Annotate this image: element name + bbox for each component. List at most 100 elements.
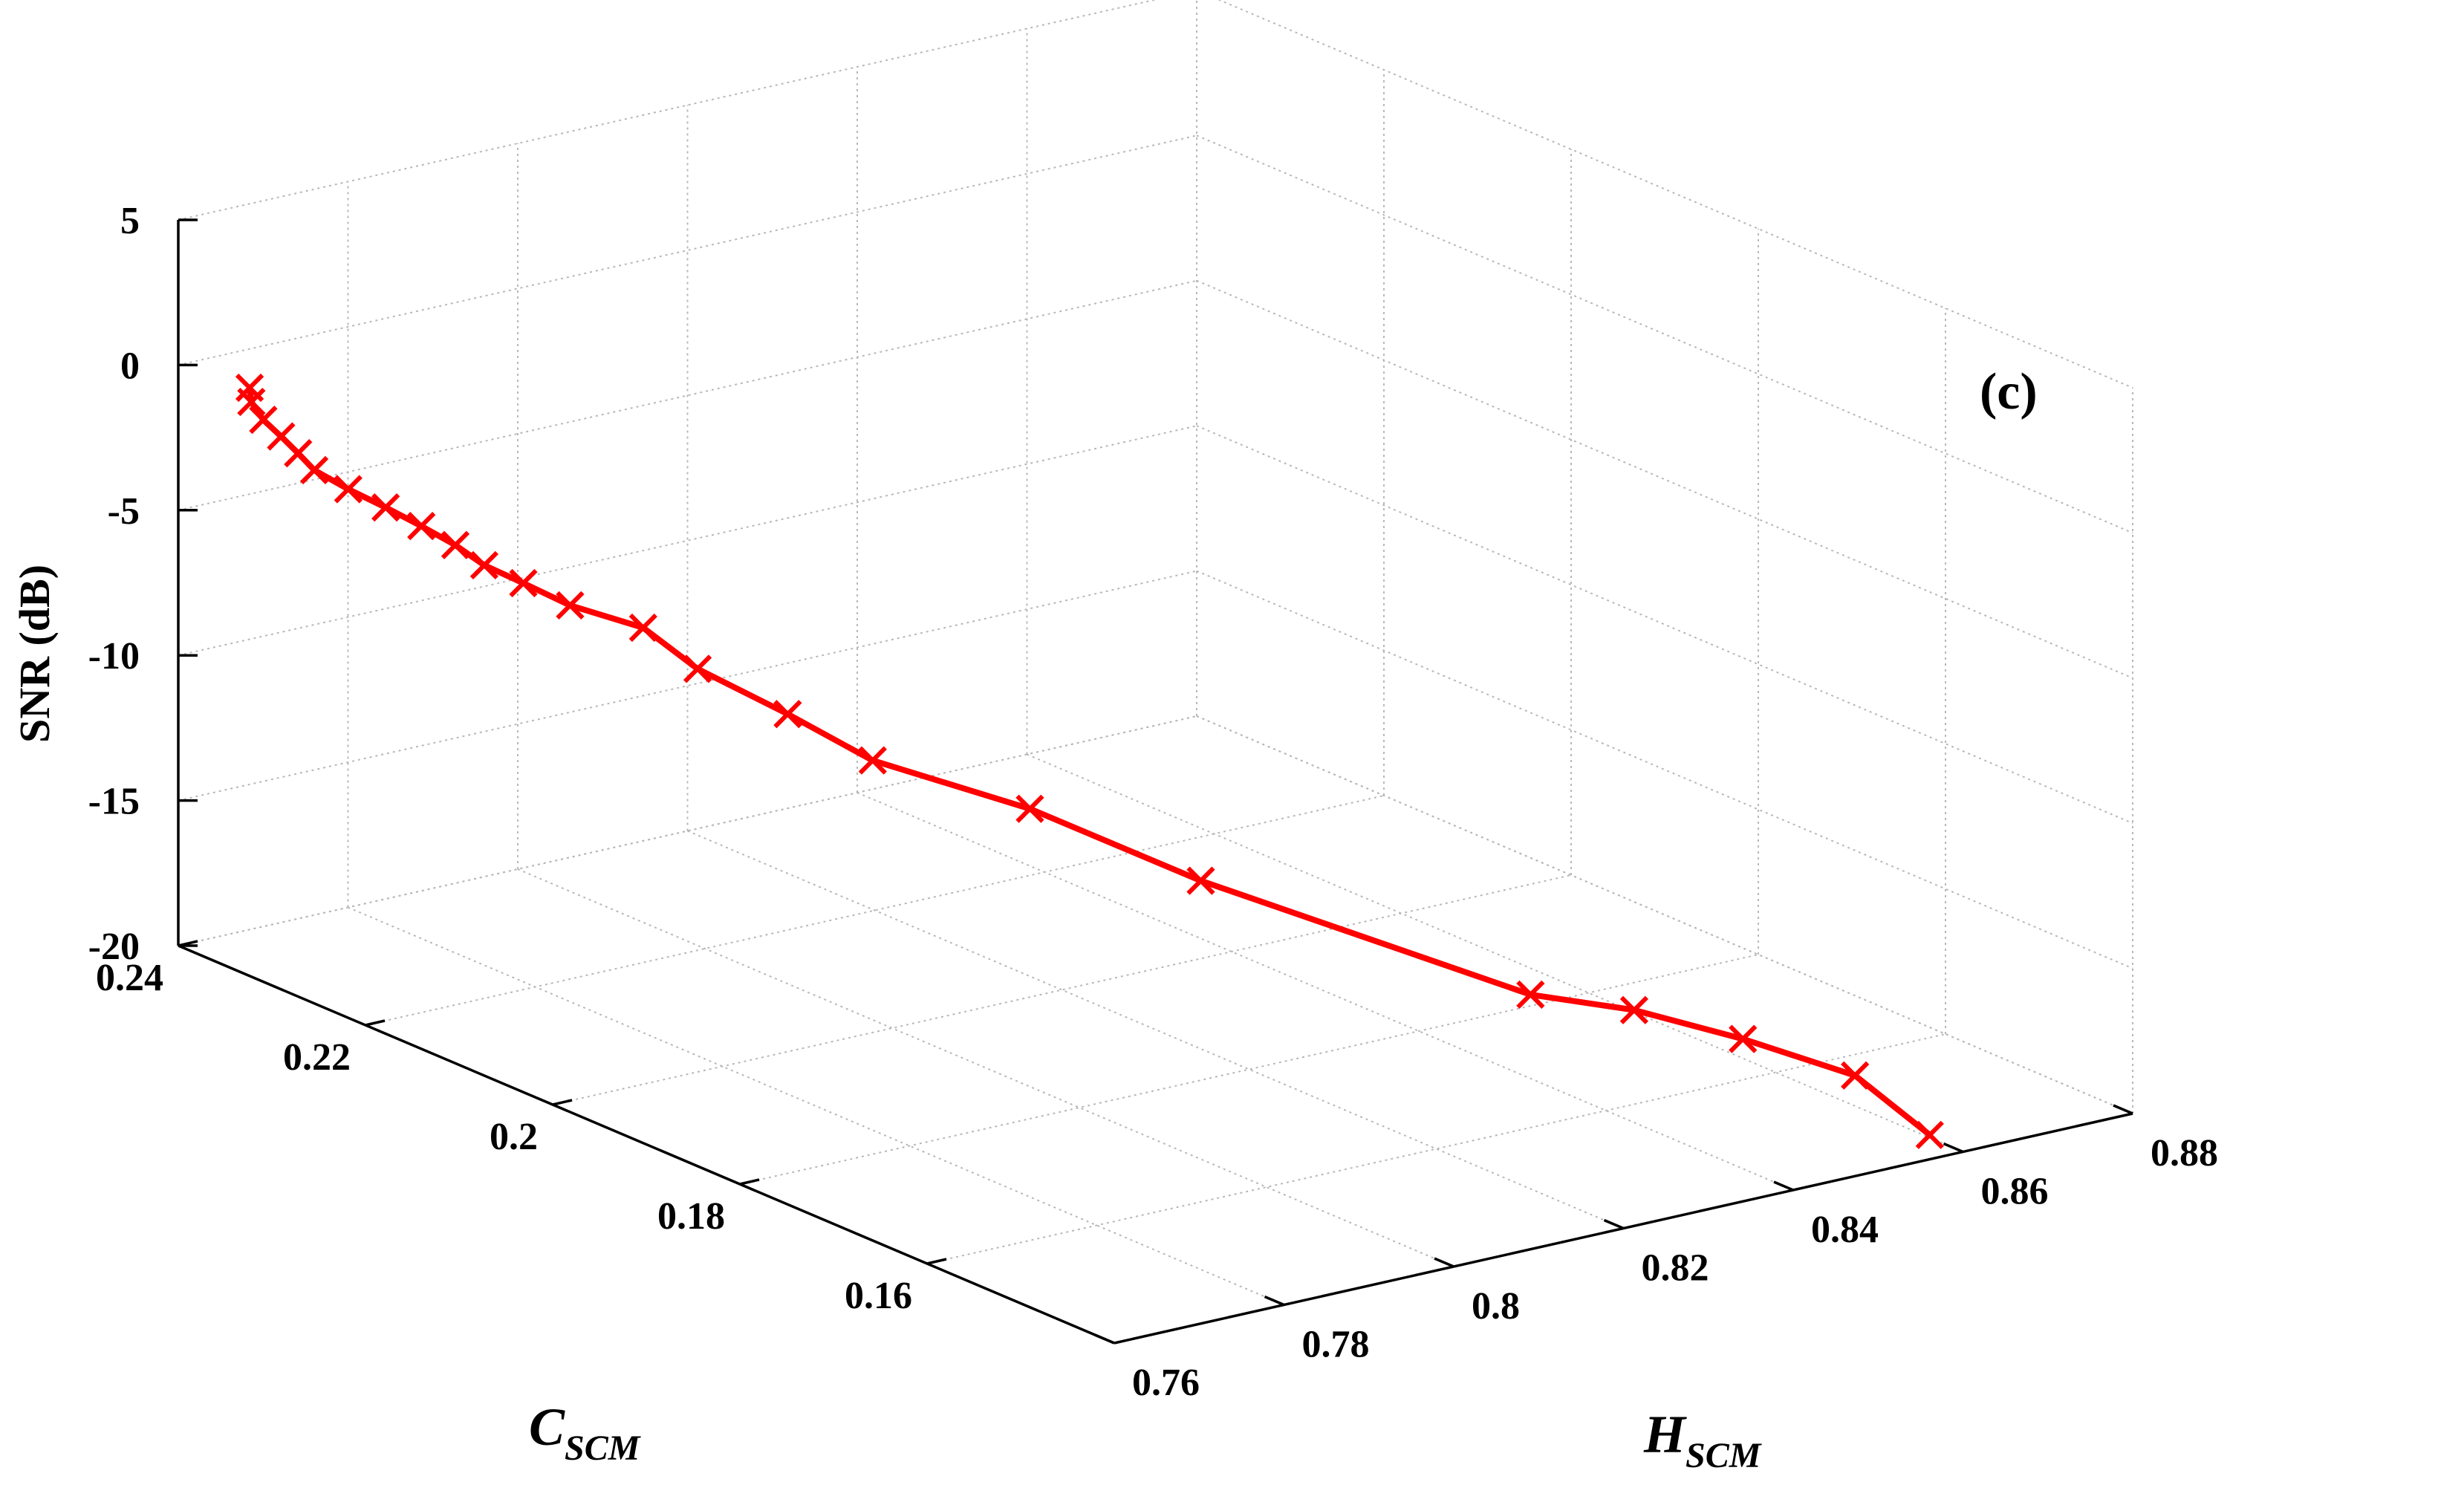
h-tick-mark <box>2113 1104 2133 1115</box>
marker-stroke <box>628 613 657 643</box>
grid-line-wall-c-horizontal <box>178 425 1197 657</box>
h-tick-mark <box>1094 1333 1115 1345</box>
ticks-layer: 0.16 0.18 0.2 0.22 0.24 0.76 0.78 0.8 0.82 0.84 0.… <box>88 200 2218 1404</box>
data-point-marker <box>1516 980 1545 1010</box>
c-axis-line <box>178 944 1115 1345</box>
h-tick-mark <box>1434 1257 1454 1268</box>
marker-stroke <box>235 373 264 403</box>
data-point-marker <box>299 455 329 485</box>
h-tick-mark <box>1264 1295 1285 1307</box>
grid-line-floor-h <box>687 830 1624 1229</box>
grid-line-floor-c <box>926 1033 1946 1264</box>
data-point-marker <box>1619 995 1649 1024</box>
grid-line-floor-h <box>348 906 1284 1306</box>
marker-stroke <box>407 512 436 541</box>
z-tick-label: -15 <box>88 781 140 823</box>
c-tick-mark <box>926 1258 947 1265</box>
series-line <box>247 387 1932 1137</box>
c-tick-label: 0.24 <box>96 957 163 999</box>
grid-line-wall-c-horizontal <box>178 715 1197 946</box>
data-point-marker <box>628 613 657 643</box>
z-tick-label: -5 <box>108 490 140 533</box>
data-point-marker <box>469 550 499 580</box>
marker-stroke <box>1516 980 1545 1010</box>
marker-stroke <box>683 654 712 683</box>
data-point-marker <box>407 512 436 541</box>
grid-layer <box>178 0 2133 1344</box>
h-tick-mark <box>1773 1180 1794 1192</box>
grid-line-wall-c-horizontal <box>178 134 1197 366</box>
data-point-marker <box>334 475 363 504</box>
data-point-marker <box>1186 866 1215 895</box>
data-point-marker <box>1915 1120 1944 1149</box>
marker-stroke <box>1729 1024 1758 1053</box>
z-tick-label: -10 <box>88 635 140 677</box>
data-point-marker <box>237 387 266 417</box>
grid-line-floor-h <box>1196 715 2133 1114</box>
marker-stroke <box>334 475 363 504</box>
marker-stroke <box>237 387 266 417</box>
h-tick-label: 0.76 <box>1132 1362 1200 1404</box>
marker-stroke <box>371 493 400 522</box>
c-tick-mark <box>365 1019 386 1027</box>
y-axis-title-sub: SCM <box>1686 1436 1763 1475</box>
grid-line-wall-h-horizontal <box>1218 0 2133 389</box>
marker-stroke <box>509 568 538 598</box>
z-tick-label: -20 <box>88 926 140 968</box>
z-axis-title: SNR (dB) <box>10 565 59 743</box>
z-tick-label: 5 <box>120 200 140 242</box>
annotation-label: (c) <box>1980 363 2038 420</box>
grid-line-wall-h-horizontal <box>1196 715 2133 1114</box>
data-point-marker <box>371 493 400 522</box>
grid-line-floor-c <box>552 874 1572 1105</box>
grid-line-wall-h-horizontal <box>1196 570 2133 969</box>
c-tick-label: 0.16 <box>845 1275 912 1317</box>
data-point-marker <box>858 746 887 775</box>
data-point-marker <box>1729 1024 1758 1053</box>
h-tick-label: 0.88 <box>2151 1132 2218 1174</box>
h-tick-label: 0.86 <box>1981 1171 2049 1213</box>
h-tick-label: 0.82 <box>1642 1247 1709 1290</box>
grid-line-floor-h <box>1027 753 1963 1153</box>
c-tick-label: 0.2 <box>490 1116 538 1158</box>
marker-stroke <box>249 406 278 435</box>
data-point-marker <box>441 530 470 559</box>
x-axis-title-main: C <box>529 1397 565 1457</box>
marker-stroke <box>1841 1061 1870 1090</box>
series-layer <box>235 373 1944 1149</box>
data-point-marker <box>1841 1061 1870 1090</box>
grid-line-wall-h-horizontal <box>1196 134 2133 534</box>
y-axis-title: HSCM <box>1643 1405 1763 1475</box>
y-axis-title-main: H <box>1643 1405 1687 1464</box>
marker-stroke <box>267 422 296 451</box>
marker-stroke <box>1186 866 1215 895</box>
marker-stroke <box>1619 995 1649 1024</box>
marker-stroke <box>556 591 585 620</box>
grid-line-floor-c <box>739 954 1759 1185</box>
marker-stroke <box>1015 794 1044 823</box>
marker-stroke <box>299 455 329 485</box>
data-point-marker <box>1015 794 1044 823</box>
x-axis-title: CSCM <box>529 1397 642 1468</box>
grid-line-wall-c-horizontal <box>178 570 1197 802</box>
grid-line-wall-c-horizontal <box>178 279 1197 511</box>
grid-line-wall-h-horizontal <box>1196 425 2133 825</box>
marker-stroke <box>441 530 470 559</box>
marker-stroke <box>858 746 887 775</box>
data-point-marker <box>556 591 585 620</box>
marker-stroke <box>1915 1120 1944 1149</box>
grid-line-floor-h <box>856 792 1794 1191</box>
h-tick-mark <box>1603 1218 1625 1230</box>
axes-layer <box>177 220 2133 1345</box>
marker-stroke <box>469 550 499 580</box>
z-tick-label: 0 <box>120 345 140 387</box>
marker-stroke <box>773 700 802 729</box>
h-tick-mark <box>1943 1142 1964 1154</box>
c-tick-label: 0.18 <box>657 1195 725 1238</box>
x-axis-title-sub: SCM <box>565 1429 642 1468</box>
c-tick-mark <box>552 1099 573 1106</box>
data-point-marker <box>773 700 802 729</box>
grid-line-wall-h-horizontal <box>1196 279 2133 679</box>
